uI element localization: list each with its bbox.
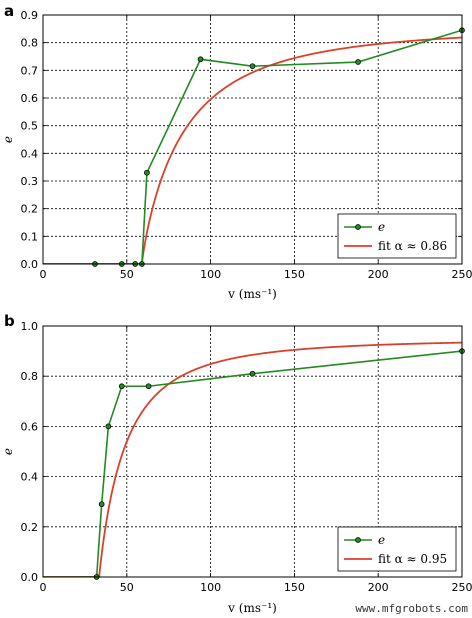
data-point [197, 56, 204, 63]
x-tick-label: 250 [452, 268, 472, 281]
data-point [355, 59, 361, 65]
y-tick-label: 0.1 [21, 230, 39, 243]
data-point [249, 370, 256, 377]
y-axis-label: e [1, 136, 15, 143]
data-point [145, 383, 152, 390]
fit-curve [43, 341, 462, 577]
y-tick-label: 0.6 [21, 92, 39, 105]
x-tick-label: 100 [200, 581, 221, 594]
x-tick-label: 250 [452, 581, 472, 594]
y-tick-label: 0.9 [21, 9, 39, 22]
legend-label-fit: fit α ≈ 0.95 [378, 552, 447, 566]
chart-panel-a: 0 50 100 150 200 250 0.0 0.1 0.2 0.3 0.4 0.5 0.6 0.7 0… [1, 2, 472, 301]
plot-frame [42, 14, 463, 265]
x-tick-label: 50 [120, 268, 134, 281]
panel-label: b [4, 312, 15, 330]
x-tick-label: 200 [368, 268, 389, 281]
y-tick-label: 0.6 [21, 420, 39, 433]
y-tick-label: 0.4 [21, 147, 39, 160]
data-line [43, 29, 462, 264]
legend-marker-data [355, 537, 361, 543]
data-point [144, 169, 150, 176]
y-tick-label: 0.7 [21, 64, 39, 77]
legend: e fit α ≈ 0.95 [337, 526, 457, 572]
x-axis-label: v (ms⁻¹) [227, 287, 277, 301]
plot-frame [42, 325, 463, 578]
data-point [249, 63, 256, 70]
watermark-text: www.mfgrobots.com [355, 602, 468, 615]
x-tick-label: 0 [40, 268, 47, 281]
data-point [105, 423, 112, 430]
x-tick-label: 0 [40, 581, 47, 594]
legend-label-data: e [378, 220, 385, 234]
legend-box [337, 213, 457, 259]
y-tick-label: 0.4 [21, 471, 39, 484]
x-tick-label: 200 [368, 581, 389, 594]
y-tick-label: 0.8 [21, 37, 39, 50]
y-tick-label: 0.0 [21, 571, 39, 584]
fit-curve [43, 36, 462, 264]
chart-panel-b: 0 50 100 150 200 250 0.0 0.2 0.4 0.6 0.8 1.0 e fit α … [1, 312, 472, 615]
data-point [118, 383, 125, 390]
x-tick-label: 100 [200, 268, 221, 281]
panel-label: a [4, 2, 14, 20]
legend: e fit α ≈ 0.86 [337, 213, 457, 259]
legend-label-data: e [378, 533, 385, 547]
data-line [43, 350, 462, 577]
x-tick-label: 150 [284, 268, 305, 281]
y-tick-label: 0.8 [21, 370, 39, 383]
y-tick-label: 1.0 [21, 320, 39, 333]
x-tick-label: 150 [284, 581, 305, 594]
data-point [98, 501, 105, 508]
legend-marker-data [355, 224, 361, 230]
x-axis-label: v (ms⁻¹) [227, 601, 277, 615]
y-tick-label: 0.5 [21, 120, 39, 133]
y-axis-label: e [1, 448, 15, 455]
y-tick-label: 0.3 [21, 175, 39, 188]
legend-label-fit: fit α ≈ 0.86 [378, 239, 447, 253]
y-tick-label: 0.0 [21, 258, 39, 271]
legend-box [337, 526, 457, 572]
y-tick-label: 0.2 [21, 521, 39, 534]
y-tick-label: 0.2 [21, 203, 39, 216]
x-tick-label: 50 [120, 581, 134, 594]
